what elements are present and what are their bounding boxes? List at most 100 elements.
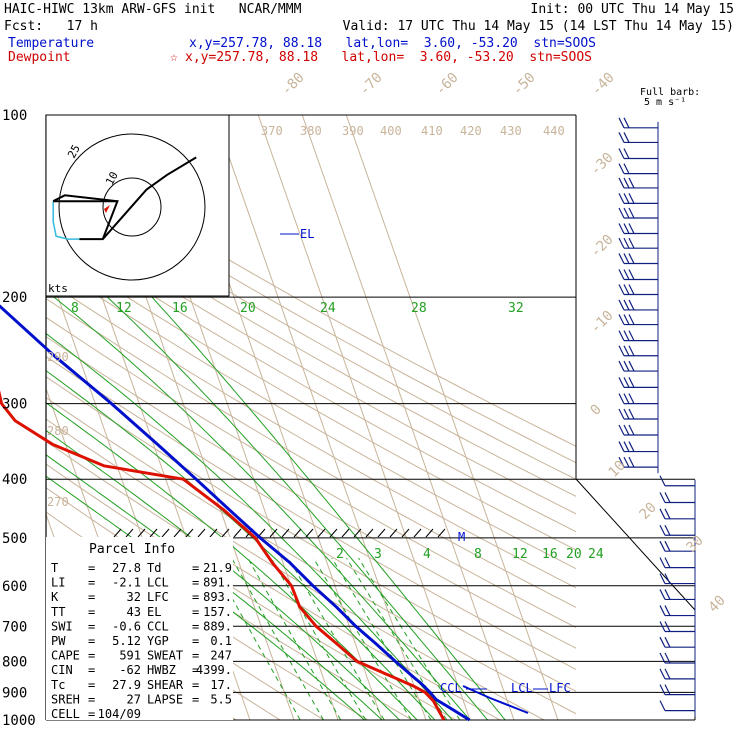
- wind-barb: [628, 456, 635, 468]
- barb-key-label: 5 m s⁻¹: [644, 97, 686, 108]
- ccl-label: CCL: [440, 681, 462, 695]
- parcel-eq: =: [192, 678, 199, 692]
- wind-barb: [664, 573, 671, 584]
- mixing-ratio-line: [346, 557, 448, 720]
- lfc-label: LFC: [549, 681, 571, 695]
- wind-barb: [659, 684, 666, 695]
- wind-barb: [623, 269, 630, 280]
- isotherm-label: 20: [637, 500, 660, 523]
- hatch-mark: [281, 528, 290, 538]
- wind-barb: [664, 492, 671, 503]
- hatch-mark: [413, 528, 422, 538]
- wind-barb: [623, 314, 630, 325]
- dry-adiabat-line: [46, 316, 576, 629]
- hatch-mark: [149, 528, 158, 538]
- parcel-value: -0.6: [112, 619, 141, 633]
- dry-adiabat-line: [46, 210, 576, 515]
- wind-barb: [623, 456, 630, 468]
- parcel-label: PW: [51, 634, 66, 648]
- hodograph-ring-label: 25: [65, 143, 83, 161]
- parcel-label: T: [51, 561, 58, 575]
- wind-barb: [664, 540, 671, 552]
- parcel-value: 27.8: [112, 561, 141, 575]
- temperature-location-info: x,y=257.78, 88.18 lat,lon= 3.60, -53.20 …: [189, 36, 596, 51]
- hodograph-box: [45, 114, 230, 297]
- isotherm-label: -10: [588, 308, 617, 337]
- wind-barb: [618, 314, 625, 325]
- wind-barb: [664, 652, 671, 664]
- theta-label: 370: [261, 124, 283, 138]
- dry-adiabat-line: [46, 178, 576, 480]
- isotherm-label: -60: [433, 70, 462, 99]
- wind-barb: [628, 193, 635, 204]
- wind-barb: [628, 223, 635, 234]
- parcel-label: CAPE: [51, 649, 80, 663]
- parcel-eq: =: [192, 663, 199, 677]
- wind-barb: [628, 345, 635, 357]
- wind-barb: [628, 207, 635, 219]
- parcel-label: SREH: [51, 692, 80, 706]
- mixing-ratio-label: 3: [374, 547, 382, 562]
- isotherm-label: 10: [606, 458, 629, 481]
- hodograph-trace: [52, 201, 80, 240]
- hatch-mark: [293, 528, 302, 538]
- pressure-label: 700: [2, 619, 27, 635]
- hatch-mark: [173, 528, 182, 538]
- isotherm-label: -70: [357, 70, 386, 99]
- wind-barb: [623, 223, 630, 234]
- wind-barb: [623, 177, 630, 189]
- wind-barb: [618, 424, 625, 436]
- wind-barb: [623, 377, 630, 388]
- wind-barb: [618, 269, 625, 280]
- wind-barb: [628, 269, 635, 280]
- wind-barb: [664, 557, 671, 568]
- wind-barb: [628, 284, 635, 295]
- wind-barb: [659, 557, 666, 568]
- wind-barb: [618, 253, 625, 264]
- pressure-label: 300: [2, 397, 27, 413]
- wind-barb: [618, 299, 625, 311]
- hatch-mark: [221, 528, 230, 538]
- dewpoint-legend-label: Dewpoint: [8, 50, 71, 65]
- theta-label: 400: [380, 124, 402, 138]
- wind-barb: [618, 223, 625, 234]
- pressure-label: 100: [2, 108, 27, 124]
- hatch-mark: [269, 528, 278, 538]
- valid-time: Valid: 17 UTC Thu 14 May 15 (14 LST Thu …: [342, 19, 734, 34]
- hatch-mark: [437, 528, 446, 538]
- parcel-eq: =: [88, 707, 95, 721]
- parcel-value: 591: [119, 649, 141, 663]
- wind-barb: [623, 117, 630, 129]
- wind-barb: [628, 314, 635, 325]
- mixing-ratio-label: 32: [508, 301, 524, 316]
- parcel-eq: =: [88, 619, 95, 633]
- init-time: Init: 00 UTC Thu 14 May 15: [530, 2, 735, 17]
- parcel-value: 17.: [210, 678, 232, 692]
- wind-barb: [618, 237, 625, 249]
- parcel-label: CELL: [51, 707, 80, 721]
- wind-barb: [618, 360, 625, 372]
- lower-panel-edge: [575, 478, 696, 611]
- parcel-eq: =: [88, 678, 95, 692]
- theta-label: 270: [47, 495, 69, 509]
- wind-barb: [628, 330, 635, 341]
- wind-barb: [628, 424, 635, 436]
- wind-barb: [628, 377, 635, 388]
- parcel-eq: =: [192, 649, 199, 663]
- isotherm-label: -30: [588, 150, 617, 179]
- wind-barb: [623, 207, 630, 219]
- theta-label: 390: [342, 124, 364, 138]
- storm-motion-marker: [104, 205, 110, 213]
- parcel-label: YGP: [147, 634, 169, 648]
- isotherm-label: 0: [588, 402, 605, 419]
- dewpoint-location-info: x,y=257.78, 88.18 lat,lon= 3.60, -53.20 …: [185, 50, 592, 65]
- parcel-label: LI: [51, 576, 65, 590]
- parcel-eq: =: [88, 663, 95, 677]
- parcel-value: 889.: [203, 619, 232, 633]
- wind-barb: [659, 700, 666, 711]
- el-label: EL: [300, 227, 314, 241]
- m-label: M: [458, 530, 465, 544]
- parcel-value: 43: [127, 605, 141, 619]
- parcel-value: 5.12: [112, 634, 141, 648]
- parcel-panel: [46, 537, 233, 720]
